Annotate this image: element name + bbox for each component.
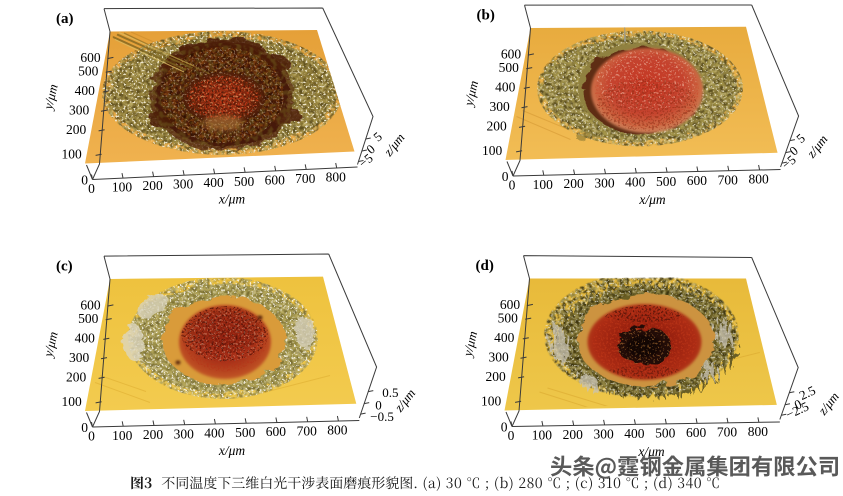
svg-text:500: 500 [499,60,520,75]
svg-text:100: 100 [533,177,554,192]
svg-text:700: 700 [717,424,738,439]
svg-text:200: 200 [563,176,584,191]
svg-text:0.5: 0.5 [382,385,398,400]
svg-text:500: 500 [234,174,255,189]
svg-text:(a): (a) [56,11,74,27]
svg-text:100: 100 [112,180,133,195]
svg-text:400: 400 [203,175,224,190]
svg-text:800: 800 [326,170,347,185]
svg-text:400: 400 [624,426,645,441]
svg-text:700: 700 [718,172,739,187]
svg-text:700: 700 [295,171,316,186]
svg-text:500: 500 [78,64,99,79]
svg-text:(b): (b) [477,8,495,24]
svg-text:800: 800 [748,172,769,187]
svg-text:400: 400 [495,80,516,95]
svg-text:100: 100 [112,428,133,443]
svg-text:0: 0 [509,178,516,193]
svg-text:0: 0 [81,420,88,435]
svg-text:500: 500 [655,425,676,440]
svg-text:600: 600 [80,297,101,312]
svg-text:200: 200 [142,178,163,193]
svg-text:400: 400 [75,83,96,98]
svg-text:600: 600 [686,425,707,440]
svg-text:0: 0 [501,420,508,435]
svg-text:0: 0 [88,181,95,196]
svg-text:x/μm: x/μm [638,192,666,207]
svg-text:400: 400 [75,331,96,346]
svg-text:300: 300 [594,175,615,190]
svg-text:2.5: 2.5 [797,383,818,403]
svg-text:y/μm: y/μm [40,83,61,113]
svg-text:200: 200 [487,119,508,134]
svg-text:300: 300 [173,177,194,192]
svg-text:600: 600 [266,424,287,439]
svg-text:300: 300 [69,350,90,365]
svg-text:100: 100 [532,428,553,443]
svg-text:100: 100 [482,143,503,158]
svg-text:300: 300 [69,103,90,118]
svg-text:0: 0 [502,169,509,184]
svg-text:100: 100 [62,394,83,409]
svg-text:100: 100 [481,394,502,409]
svg-text:(c): (c) [56,259,73,275]
svg-text:x/μm: x/μm [637,444,665,459]
svg-text:0: 0 [508,428,515,443]
svg-text:500: 500 [656,174,677,189]
svg-text:800: 800 [327,423,348,438]
svg-text:0: 0 [81,173,88,188]
svg-text:x/μm: x/μm [218,443,246,458]
svg-text:800: 800 [748,424,769,439]
svg-text:300: 300 [489,350,510,365]
svg-text:0: 0 [88,429,95,444]
svg-text:300: 300 [490,99,511,114]
svg-text:700: 700 [297,423,318,438]
svg-text:y/μm: y/μm [40,330,61,360]
svg-text:600: 600 [265,172,286,187]
svg-text:200: 200 [486,369,507,384]
svg-text:200: 200 [563,427,584,442]
svg-text:500: 500 [498,311,519,326]
svg-text:200: 200 [66,122,87,137]
svg-text:400: 400 [494,330,515,345]
svg-text:600: 600 [501,46,521,61]
svg-text:−0.5: −0.5 [370,409,394,424]
svg-text:200: 200 [143,427,164,442]
svg-text:100: 100 [62,147,83,162]
svg-text:(d): (d) [476,258,494,274]
svg-text:500: 500 [78,311,99,326]
svg-text:y/μm: y/μm [460,79,481,109]
svg-text:300: 300 [174,426,195,441]
svg-text:600: 600 [80,50,101,65]
svg-text:600: 600 [687,173,708,188]
svg-text:400: 400 [204,426,225,441]
svg-text:600: 600 [500,297,520,312]
svg-text:x/μm: x/μm [218,192,246,207]
svg-text:200: 200 [66,370,87,385]
svg-text:400: 400 [625,175,646,190]
svg-text:0: 0 [375,398,382,413]
svg-text:y/μm: y/μm [459,330,480,360]
svg-text:300: 300 [593,426,614,441]
svg-text:500: 500 [235,425,256,440]
